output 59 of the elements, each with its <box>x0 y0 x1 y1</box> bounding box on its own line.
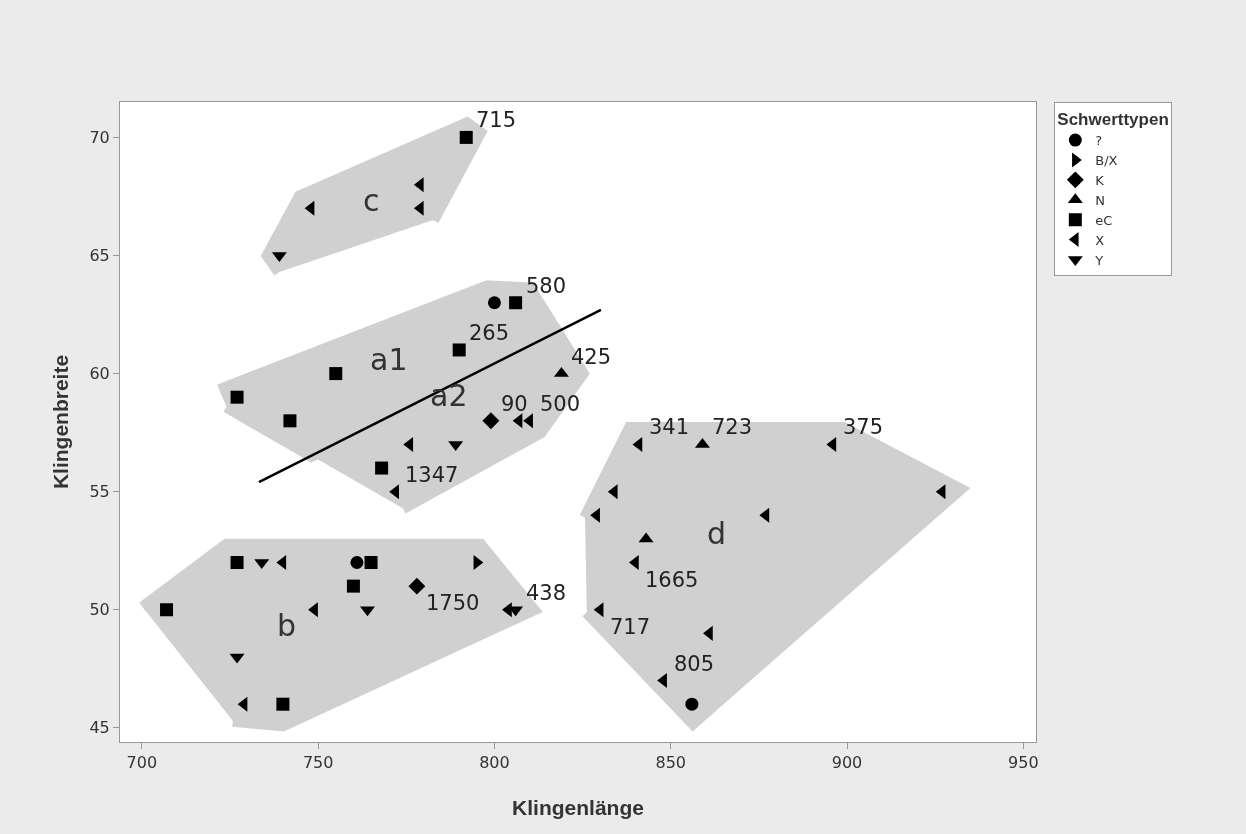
point <box>346 579 360 593</box>
point <box>350 556 364 570</box>
annotation: 723 <box>712 415 753 439</box>
annotation: 580 <box>526 274 567 298</box>
annotation: 375 <box>843 415 884 439</box>
annotation: 425 <box>571 345 612 369</box>
annotation: 805 <box>674 652 715 676</box>
point <box>487 296 501 310</box>
y-axis-title: Klingenbreite <box>49 354 72 490</box>
point <box>482 412 500 430</box>
y-tick-label: 70 <box>89 128 110 148</box>
annotation: 90 <box>501 392 528 416</box>
legend-label: B/X <box>1095 153 1118 169</box>
x-tick-label: 800 <box>479 753 510 773</box>
y-tick-label: 45 <box>89 718 110 738</box>
x-axis-title: Klingenlänge <box>512 796 644 819</box>
annotation: 1750 <box>426 591 480 615</box>
x-tick-label: 750 <box>302 753 334 773</box>
legend-label: eC <box>1095 212 1113 228</box>
legend-label: N <box>1095 192 1106 208</box>
legend-label: X <box>1095 232 1105 248</box>
point <box>459 130 473 144</box>
annotation: 1347 <box>405 463 459 487</box>
x-tick-label: 700 <box>126 753 158 773</box>
annotation: 1665 <box>645 568 699 592</box>
series-label: c <box>363 183 380 218</box>
series-label: a2 <box>430 378 468 413</box>
point <box>509 296 523 310</box>
y-tick-label: 65 <box>89 246 110 266</box>
x-tick-label: 950 <box>1008 753 1039 773</box>
annotation: 438 <box>526 581 567 605</box>
point <box>408 577 426 595</box>
point <box>685 697 699 711</box>
annotation: 265 <box>469 321 510 345</box>
point <box>452 343 466 357</box>
annotation: 715 <box>476 108 517 132</box>
point <box>230 390 244 404</box>
point <box>364 556 378 570</box>
legend-label: Y <box>1094 252 1104 268</box>
y-tick-label: 55 <box>89 482 110 502</box>
series-label: d <box>707 516 727 551</box>
x-tick-label: 900 <box>831 753 863 773</box>
legend-title: Schwerttypen <box>1057 110 1169 130</box>
point <box>329 367 343 381</box>
point <box>160 603 174 617</box>
annotation: 500 <box>540 392 581 416</box>
legend-label: ? <box>1095 133 1103 149</box>
series-label: b <box>277 608 297 643</box>
point <box>230 556 244 570</box>
point <box>375 461 389 475</box>
point <box>276 697 290 711</box>
y-tick-label: 60 <box>89 364 110 384</box>
annotation: 717 <box>610 615 651 639</box>
point <box>283 414 297 428</box>
y-tick-label: 50 <box>89 600 110 620</box>
annotation: 341 <box>649 415 690 439</box>
series-label: a1 <box>370 342 408 377</box>
x-tick-label: 850 <box>655 753 686 773</box>
legend-label: K <box>1095 172 1105 188</box>
